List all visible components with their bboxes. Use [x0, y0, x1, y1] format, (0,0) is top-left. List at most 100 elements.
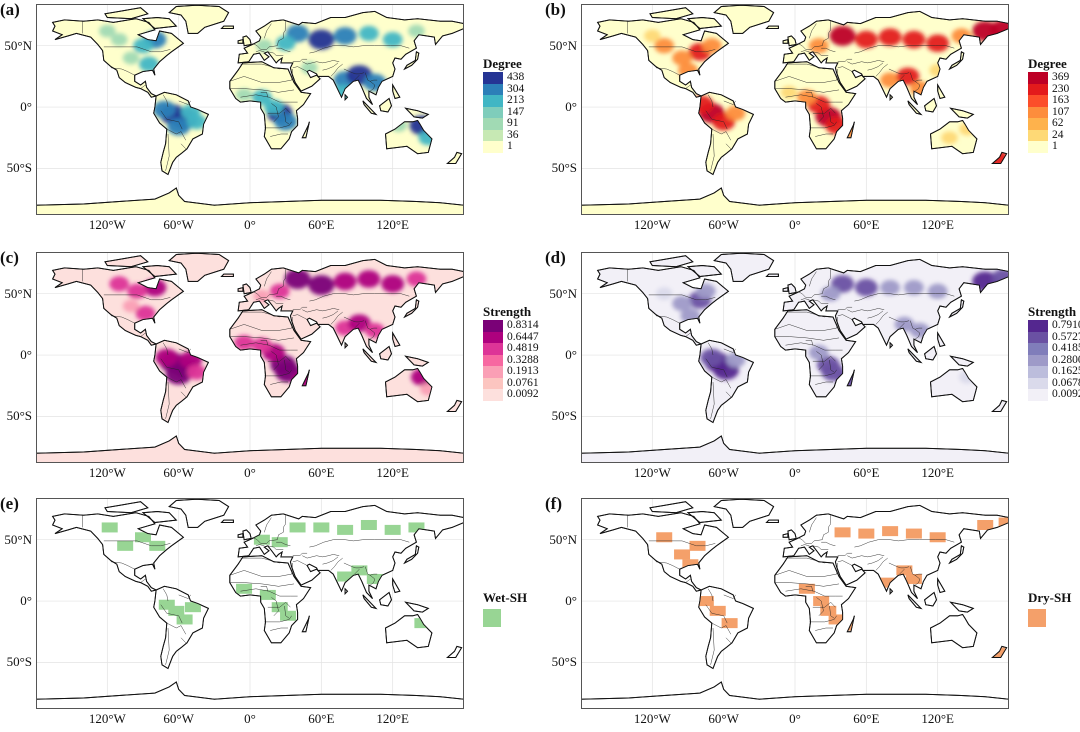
hotspot-cell	[672, 295, 692, 312]
border-line	[103, 540, 171, 547]
border-line	[278, 515, 286, 535]
border-line	[278, 269, 286, 289]
coast-ireland	[782, 287, 789, 292]
border-line	[685, 332, 691, 337]
border-line	[322, 62, 339, 71]
legend-tick: 304	[507, 82, 525, 95]
border-line	[875, 557, 888, 571]
border-line	[267, 601, 291, 608]
y-tick-label: 50°S	[551, 408, 577, 424]
coastlines	[36, 252, 464, 463]
border-line	[854, 539, 955, 548]
coast-baffin	[686, 17, 723, 29]
coast-ireland	[782, 533, 789, 538]
hotspot-cell	[721, 618, 738, 629]
y-tick-label: 50°N	[549, 531, 577, 547]
legend-row: 0.0761	[483, 377, 539, 389]
hotspot-cell	[854, 30, 878, 49]
border-line	[655, 315, 680, 324]
border-line	[322, 60, 340, 64]
border-line	[252, 534, 279, 544]
border-line	[252, 40, 279, 50]
coast-new-guinea	[949, 601, 975, 613]
legend-swatch	[483, 106, 503, 118]
border-line	[725, 143, 731, 149]
border-line	[888, 316, 910, 323]
legend-tick: 0.0678	[1052, 376, 1080, 389]
border-line	[816, 103, 824, 122]
legend-swatch	[483, 331, 503, 343]
y-tick-label: 50°N	[549, 37, 577, 53]
border-line	[774, 336, 840, 341]
border-line	[369, 329, 376, 340]
border-line	[816, 597, 824, 616]
border-line	[725, 637, 731, 643]
world-map	[36, 252, 464, 463]
border-line	[875, 311, 888, 325]
legend-swatch	[1028, 366, 1048, 378]
border-line	[785, 342, 843, 351]
border-line	[847, 555, 868, 559]
world-map	[36, 498, 464, 709]
coast-south-america	[153, 91, 210, 176]
border-line	[837, 552, 853, 556]
legend-row: 438	[483, 71, 524, 84]
category-legend: Dry-SH	[1028, 590, 1071, 627]
border-line	[774, 582, 840, 587]
border-line	[110, 315, 135, 324]
border-line	[823, 515, 831, 535]
legend-swatch	[483, 609, 501, 627]
legend-tick: 0.1913	[507, 365, 539, 377]
border-line	[330, 311, 343, 325]
coast-ireland	[237, 287, 244, 292]
legend-swatch	[483, 72, 503, 84]
border-line	[292, 552, 308, 556]
legend-row: 0.4819	[483, 342, 539, 355]
map-panel-e: (e) 50°N 0° 50°S 120°W 60°W 0° 60°E 120°E Wet-SH	[0, 494, 535, 732]
coast-iceland	[220, 273, 234, 277]
border-line	[812, 107, 836, 114]
border-line	[292, 66, 308, 72]
hotspot-cell	[359, 25, 379, 42]
border-line	[365, 566, 378, 576]
border-line	[330, 557, 343, 571]
border-line	[705, 604, 728, 624]
x-tick-label: 60°W	[708, 711, 739, 726]
border-line	[710, 627, 715, 665]
border-line	[829, 605, 835, 619]
coast-eurasia	[237, 10, 464, 105]
coast-philippines	[392, 577, 401, 594]
hotspot-cell	[122, 299, 140, 313]
border-line	[910, 72, 923, 82]
border-line	[229, 324, 292, 331]
x-tick-label: 120°E	[921, 217, 954, 232]
hotspot-cell	[158, 599, 175, 610]
hotspot-cell	[941, 131, 958, 145]
legend-tick: 0.4819	[507, 342, 539, 354]
border-line	[914, 329, 921, 340]
x-tick-label: 120°W	[88, 711, 126, 726]
border-line	[276, 47, 291, 53]
coast-north-america	[51, 512, 185, 592]
border-line	[837, 306, 853, 310]
border-line	[166, 128, 186, 141]
coast-britain	[787, 283, 797, 295]
coast-baffin	[141, 17, 178, 29]
coast-madagascar	[301, 121, 310, 139]
border-line	[708, 342, 714, 356]
coast-africa	[774, 555, 857, 644]
coast-britain	[242, 283, 252, 295]
coast-philippines	[392, 331, 401, 348]
hotspot-cell	[674, 549, 691, 560]
coast-greenland	[168, 4, 230, 34]
coast-philippines	[937, 83, 946, 100]
hotspot-cell	[284, 268, 311, 289]
coast-arctic-isles	[104, 501, 149, 514]
border-line	[284, 111, 290, 125]
x-tick-label: 120°W	[88, 217, 126, 232]
legend-swatch	[1028, 95, 1048, 107]
coast-new-guinea	[404, 601, 430, 613]
border-line	[837, 66, 853, 72]
